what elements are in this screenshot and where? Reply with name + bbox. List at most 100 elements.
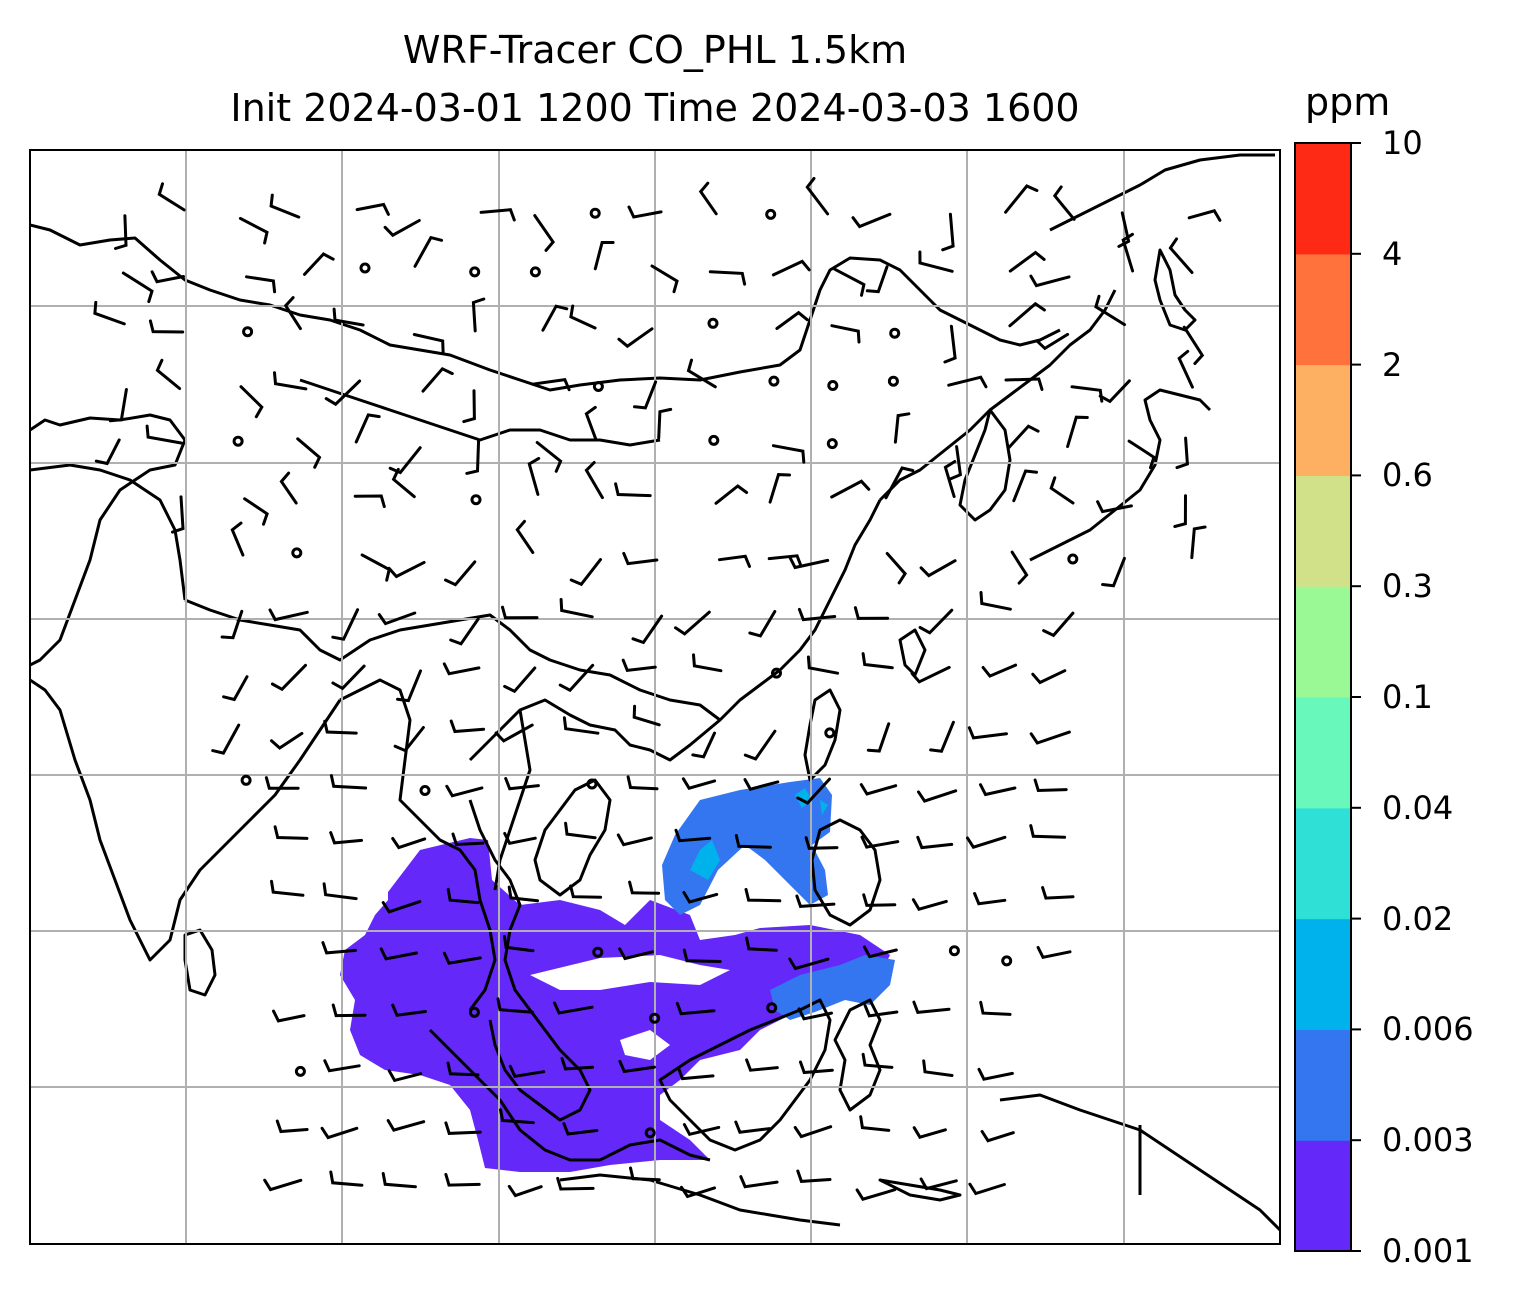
wind-barb [1042,611,1075,638]
wind-barb [1008,301,1046,328]
wind-barb [682,891,719,904]
wind-barb [150,270,185,284]
calm-wind-marker [240,774,252,786]
wind-barb [354,413,381,444]
colorbar-tick-label: 0.3 [1382,567,1433,606]
wind-barb [387,1069,423,1083]
wind-barb [1127,439,1156,470]
wind-barb [1175,436,1189,470]
wind-barb [745,936,778,952]
colorbar-band [1295,1029,1351,1141]
calm-wind-marker [707,317,719,329]
wind-barb [503,832,537,845]
wind-barb [239,385,264,419]
wind-barb [806,655,840,675]
wind-barb [1004,184,1039,214]
wind-barb [535,441,563,473]
wind-barb [562,1122,599,1136]
wind-barb [243,497,269,526]
wind-barb [584,461,604,500]
wind-barb [618,947,654,961]
wind-barb [860,835,900,849]
wind-barb [863,1004,899,1018]
wind-barb [331,608,360,641]
wind-barb [918,250,954,273]
wind-barb [114,214,128,250]
wind-barb [616,833,653,847]
wind-barb [329,831,363,845]
wind-barb [386,1119,426,1132]
wind-barb [967,726,1008,740]
calm-wind-marker [644,1127,656,1139]
wind-barb [444,560,477,587]
calm-wind-marker [469,266,481,278]
coastline-timor [878,1178,962,1202]
wind-barb [332,307,365,327]
wind-barb [686,358,717,389]
wind-barb [1121,232,1135,273]
colorbar-tick-label: 0.1 [1382,678,1433,716]
wind-barb [562,716,600,735]
wind-barb [796,777,831,805]
wind-barb [329,1170,364,1187]
wind-barb [714,484,749,505]
wind-barb [273,825,309,840]
wind-barb [941,212,955,252]
wind-barb [1070,385,1104,403]
wind-barb [788,556,830,570]
wind-barb [674,610,711,636]
wind-barb [682,948,722,963]
wind-barb [157,182,186,212]
coastline-russia-east [1049,153,1275,232]
wind-barb [93,300,126,326]
wind-barb [771,444,806,464]
wind-barb [853,606,890,620]
wind-barb [94,438,121,466]
wind-barb [496,997,534,1014]
colorbar-tick-label: 0.001 [1382,1232,1474,1270]
wind-barb [108,388,128,423]
calm-wind-marker [291,547,303,559]
wind-barb [675,1001,716,1016]
wind-barb [650,264,679,294]
coastline-indochina [468,499,882,762]
wind-barb [632,704,661,727]
wind-barb [264,776,300,790]
wind-barb [391,1003,427,1017]
wind-barb [768,473,791,504]
wind-barb [918,608,954,635]
wind-barb [446,887,480,905]
wind-barb [626,775,659,791]
wind-barb [917,789,958,803]
wind-barb [743,729,777,761]
wind-barb [1187,209,1222,222]
wind-barb [388,446,422,475]
wind-barb [1031,669,1067,685]
wind-barb [1177,349,1194,389]
calm-wind-marker [359,262,371,274]
wind-barb [270,663,307,692]
wind-barb [1008,250,1046,273]
wind-barb [507,885,539,903]
calm-wind-marker [771,667,782,679]
calm-wind-marker [589,207,601,219]
wind-barb [1004,377,1044,391]
plume-gap-1 [530,955,730,990]
wind-barb [148,319,185,334]
wind-barb [383,219,421,238]
wind-barb [1098,379,1131,404]
wind-barb [270,731,304,750]
wind-barb [1066,415,1089,448]
wind-barb [1029,824,1067,839]
wind-barb [912,1126,947,1139]
coastline-philippines-south [810,818,882,927]
coastline-bay-of-bengal [339,678,497,1011]
wind-barb [393,726,425,753]
wind-barb [145,424,183,445]
wind-barb [275,1119,309,1134]
wind-barb [269,193,301,219]
wind-barb [1036,946,1072,959]
wind-barb [220,609,244,640]
calm-wind-marker [592,381,604,392]
